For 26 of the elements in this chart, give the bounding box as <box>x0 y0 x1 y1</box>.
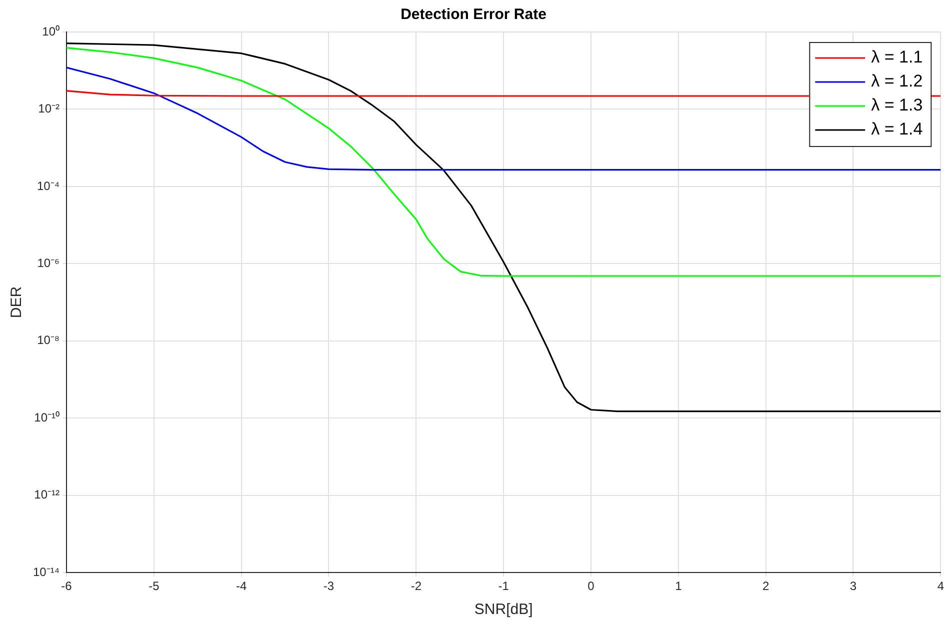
y-tick-label: 10⁻² <box>38 102 60 116</box>
y-tick-label: 10⁰ <box>42 24 60 38</box>
legend-label: λ = 1.2 <box>871 72 923 91</box>
x-tick-label: -4 <box>236 579 247 594</box>
y-tick-label: 10⁻¹² <box>34 488 60 502</box>
x-tick-label: 2 <box>762 579 770 594</box>
x-tick-label: 1 <box>675 579 682 594</box>
legend-label: λ = 1.1 <box>871 48 923 67</box>
chart-title: Detection Error Rate <box>400 6 546 24</box>
x-tick-label: -1 <box>498 579 510 594</box>
y-tick-label: 10⁻¹⁰ <box>34 410 60 424</box>
y-tick-label: 10⁻⁴ <box>36 178 60 193</box>
x-tick-label: 4 <box>937 579 944 594</box>
x-tick-label: -3 <box>323 579 334 594</box>
x-tick-label: -6 <box>61 579 72 594</box>
x-axis-title: SNR[dB] <box>474 601 533 618</box>
x-tick-label: -2 <box>410 579 422 594</box>
y-tick-label: 10⁻¹⁴ <box>33 564 60 579</box>
legend-label: λ = 1.4 <box>871 120 923 139</box>
y-tick-label: 10⁻⁸ <box>37 333 60 348</box>
x-tick-label: 3 <box>850 579 857 594</box>
y-axis-title: DER <box>8 286 26 318</box>
y-tick-label: 10⁻⁶ <box>37 256 60 270</box>
x-tick-label: 0 <box>588 579 595 594</box>
legend-label: λ = 1.3 <box>871 96 923 115</box>
x-tick-label: -5 <box>148 579 160 594</box>
